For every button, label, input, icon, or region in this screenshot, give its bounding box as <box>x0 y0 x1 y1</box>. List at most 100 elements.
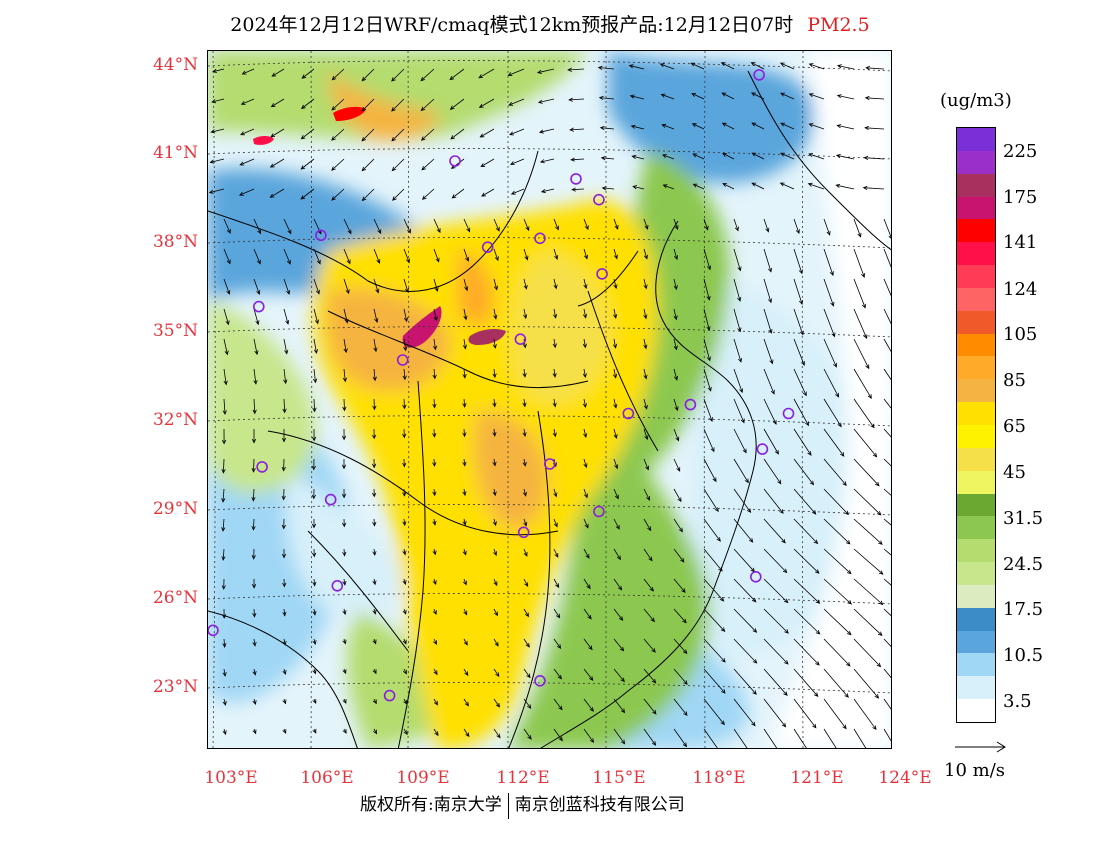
wind-vector <box>222 728 227 736</box>
wind-vector <box>862 185 885 190</box>
wind-vector <box>312 608 317 616</box>
wind-vector <box>793 698 817 729</box>
wind-vector <box>582 398 587 408</box>
wind-vector <box>281 458 286 472</box>
wind-vector <box>523 548 528 557</box>
wind-vector <box>373 248 381 264</box>
wind-vector <box>659 63 675 70</box>
city-marker <box>753 69 765 81</box>
wind-vector <box>553 638 562 649</box>
wind-vector <box>613 668 625 683</box>
wind-vector <box>402 458 407 468</box>
wind-vector <box>883 398 891 409</box>
wind-vector <box>391 68 405 82</box>
wind-vector <box>342 638 347 645</box>
wind-vector <box>779 62 795 70</box>
wind-vector <box>433 308 438 322</box>
wind-vector <box>643 548 653 562</box>
wind-vector <box>553 278 558 290</box>
wind-vector <box>721 122 735 130</box>
wind-vector <box>703 218 709 231</box>
wind-vector <box>221 428 227 445</box>
wind-vector <box>282 638 287 646</box>
wind-vector <box>808 123 825 130</box>
city-marker <box>570 173 582 185</box>
wind-vector <box>553 668 562 680</box>
wind-vector <box>751 122 765 130</box>
wind-vector <box>571 187 585 192</box>
wind-vector <box>463 248 470 262</box>
wind-vector <box>540 188 555 194</box>
wind-vector <box>703 638 726 663</box>
wind-vector <box>552 338 557 349</box>
wind-vector <box>553 578 560 589</box>
wind-vector <box>883 488 891 496</box>
wind-vector <box>763 638 789 665</box>
wind-vector <box>281 549 287 559</box>
wind-vector <box>582 338 587 349</box>
colorbar-segment <box>957 150 995 175</box>
wind-vector <box>492 398 497 408</box>
colorbar-segment <box>957 310 995 335</box>
wind-vector <box>373 218 382 235</box>
wind-vector <box>763 428 779 455</box>
wind-vector <box>402 608 407 615</box>
wind-vector <box>402 638 407 645</box>
wind-vector <box>432 458 437 467</box>
wind-vector <box>733 218 739 232</box>
wind-vector <box>703 728 718 748</box>
wind-vector <box>567 67 585 72</box>
wind-vector <box>780 122 795 130</box>
wind-vector <box>493 548 497 557</box>
wind-vector <box>342 578 347 586</box>
map-panel[interactable] <box>207 50 892 749</box>
wind-vector <box>793 578 821 604</box>
wind-vector <box>793 218 800 235</box>
wind-vector <box>853 398 875 429</box>
wind-vector <box>853 488 882 516</box>
city-marker <box>514 333 527 346</box>
wind-vector <box>493 308 498 320</box>
wind-vector <box>721 92 735 100</box>
lon-label-109: 109°E <box>396 768 450 788</box>
wind-vector <box>361 68 375 82</box>
wind-vector <box>823 548 852 575</box>
wind-vector <box>612 338 618 349</box>
wind-vector <box>823 428 845 457</box>
lon-label-106: 106°E <box>300 768 354 788</box>
wind-vector <box>283 308 290 325</box>
city-marker <box>534 674 546 687</box>
chart-title: 2024年12月12日WRF/cmaq模式12km预报产品:12月12日07时 P… <box>0 10 1100 37</box>
colorbar-segment <box>957 196 995 220</box>
wind-vector <box>222 608 227 619</box>
wind-vector <box>673 638 688 655</box>
graticule <box>208 51 891 748</box>
wind-vector <box>343 248 351 265</box>
wind-vector <box>853 728 867 748</box>
wind-vector <box>372 368 377 382</box>
colorbar-segment <box>957 699 995 723</box>
wind-vector <box>583 488 588 499</box>
wind-vector <box>522 398 527 408</box>
wind-vector <box>853 518 883 545</box>
wind-vector <box>703 278 711 301</box>
wind-vector <box>763 728 778 748</box>
wind-vector <box>251 518 256 531</box>
wind-vector <box>703 668 726 694</box>
wind-vector <box>282 578 287 588</box>
wind-vector <box>883 608 891 617</box>
wind-vector <box>570 157 585 162</box>
wind-vector <box>643 608 655 623</box>
wind-vector <box>662 184 675 190</box>
wind-vector <box>463 698 469 707</box>
colorbar-segment <box>957 584 995 609</box>
wind-vector <box>463 218 471 233</box>
wind-vector <box>582 308 588 319</box>
wind-vector <box>553 218 559 231</box>
wind-vector <box>402 668 407 675</box>
wind-vector <box>583 638 593 651</box>
wind-vector <box>836 124 855 130</box>
wind-vector <box>331 158 345 171</box>
wind-vector <box>481 188 495 197</box>
wind-vector <box>613 248 618 260</box>
